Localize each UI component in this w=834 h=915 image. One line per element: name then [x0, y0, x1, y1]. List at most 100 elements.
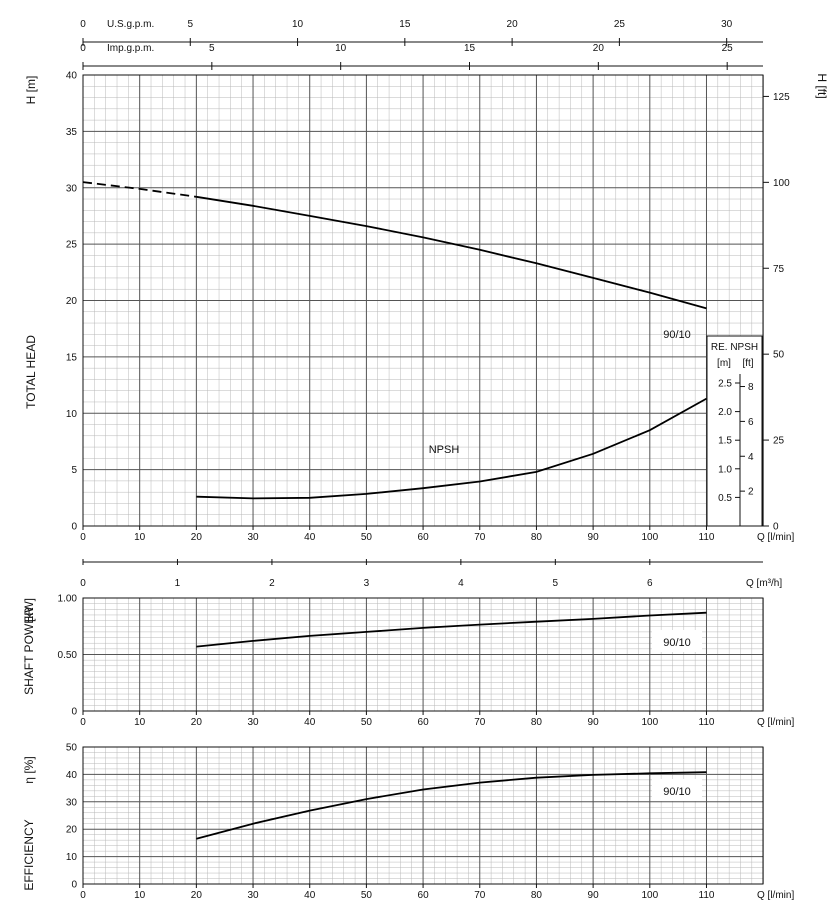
y-tick-label: 15 [66, 352, 78, 363]
m3h-tick-label: 4 [458, 578, 464, 589]
series-line-90-10 [196, 195, 707, 310]
x-tick-label: 110 [699, 890, 715, 901]
head-panel [82, 74, 764, 530]
x-tick-label: 80 [531, 717, 543, 728]
x-tick-label: 100 [641, 890, 658, 901]
x-tick-label: 10 [134, 532, 146, 543]
x-tick-label: 0 [80, 717, 86, 728]
power-panel [82, 597, 764, 715]
y-tick-label: 0.50 [58, 650, 78, 661]
x-tick-label: 40 [304, 532, 316, 543]
y-tick-label: 5 [71, 465, 77, 476]
m3h-tick-label: 0 [80, 578, 86, 589]
x-tick-label: 10 [134, 890, 146, 901]
top-axis-tick-label: 5 [209, 43, 215, 54]
y-tick-label: 25 [66, 240, 78, 251]
y-tick-label: 50 [66, 743, 78, 754]
y-tick-label: 10 [66, 852, 78, 863]
y-tick-label: 20 [66, 825, 78, 836]
x-tick-label: 80 [531, 532, 543, 543]
y-tick-label: 20 [66, 296, 78, 307]
y-axis-unit: H [m] [24, 76, 38, 105]
x-tick-label: 110 [699, 717, 715, 728]
x-axis-label: Q [l/min] [757, 532, 794, 543]
x-tick-label: 50 [361, 717, 373, 728]
power-curve-label: 90/10 [663, 637, 691, 649]
top-axis-tick-label: 5 [187, 19, 193, 30]
top-axis-tick-label: 20 [593, 43, 605, 54]
inset-left-tick-label: 1.0 [718, 464, 732, 475]
x-tick-label: 80 [531, 890, 543, 901]
x-tick-label: 30 [247, 890, 259, 901]
y-tick-label: 40 [66, 770, 78, 781]
efficiency-y-axis-title: EFFICIENCY [22, 819, 36, 890]
efficiency-panel [82, 746, 764, 888]
series-line-90-10 [82, 181, 197, 198]
top-axis-tick-label: 20 [507, 19, 519, 30]
x-tick-label: 60 [418, 717, 430, 728]
right-tick-label: 25 [773, 436, 785, 447]
series-line-npsh [196, 397, 707, 500]
right-tick-label: 50 [773, 350, 785, 361]
x-tick-label: 90 [588, 890, 600, 901]
efficiency-label-bg [652, 779, 702, 801]
y-tick-label: 30 [66, 797, 78, 808]
top-axis-tick-label: 15 [399, 19, 411, 30]
efficiency-curve-label: 90/10 [663, 786, 691, 798]
top-axis-tick-label: 0 [80, 43, 86, 54]
inset-title: RE. NPSH [711, 342, 758, 353]
y-tick-label: 1.00 [58, 594, 78, 605]
right-tick-label: 125 [773, 92, 790, 103]
inset-right-tick-label: 4 [748, 452, 754, 463]
x-tick-label: 40 [304, 717, 316, 728]
x-tick-label: 70 [474, 717, 486, 728]
top-axis-tick-label: 15 [464, 43, 476, 54]
top-axis-tick-label: 25 [722, 43, 734, 54]
right-tick-label: 0 [773, 522, 779, 533]
x-tick-label: 20 [191, 890, 203, 901]
inset-right-tick-label: 8 [748, 382, 754, 393]
x-tick-label: 50 [361, 532, 373, 543]
power-y-axis-title: SHAFT POWER [22, 607, 36, 695]
x-tick-label: 100 [641, 532, 658, 543]
x-tick-label: 50 [361, 890, 373, 901]
x-tick-label: 60 [418, 890, 430, 901]
inset-right-tick-label: 6 [748, 417, 754, 428]
x-tick-label: 30 [247, 717, 259, 728]
right-tick-label: 100 [773, 178, 790, 189]
x-tick-label: 90 [588, 717, 600, 728]
efficiency-y-axis-unit: η [%] [22, 756, 36, 783]
x-tick-label: 70 [474, 532, 486, 543]
y-tick-label: 0 [71, 707, 77, 718]
x-tick-label: 0 [80, 890, 86, 901]
y-tick-label: 0 [71, 880, 77, 891]
x-tick-label: 40 [304, 890, 316, 901]
curve-label-npsh: NPSH [429, 444, 460, 456]
inset-left-tick-label: 2.0 [718, 407, 732, 418]
inset-right-tick-label: 2 [748, 487, 754, 498]
curve-label-90-10: 90/10 [663, 329, 691, 341]
m3h-tick-label: 3 [364, 578, 370, 589]
x-tick-label: 20 [191, 532, 203, 543]
y-axis-title: TOTAL HEAD [24, 335, 38, 409]
top-axis-label: U.S.g.p.m. [107, 19, 154, 30]
top-axis-tick-label: 10 [335, 43, 347, 54]
m3h-axis-label: Q [m³/h] [746, 578, 782, 589]
inset-left-tick-label: 0.5 [718, 493, 732, 504]
y-tick-label: 40 [66, 71, 78, 82]
x-tick-label: 90 [588, 532, 600, 543]
y-tick-label: 35 [66, 127, 78, 138]
x-tick-label: 0 [80, 532, 86, 543]
inset-left-tick-label: 2.5 [718, 379, 732, 390]
series-line-90-10 [196, 771, 707, 840]
x-tick-label: 70 [474, 890, 486, 901]
right-axis-title: H [ft] [815, 73, 829, 98]
y-tick-label: 30 [66, 183, 78, 194]
top-axis-label: Imp.g.p.m. [107, 43, 154, 54]
x-axis-label: Q [l/min] [757, 890, 794, 901]
inset-left-unit: [m] [717, 358, 731, 369]
power-label-bg [652, 630, 702, 652]
y-tick-label: 10 [66, 409, 78, 420]
inset-right-unit: [ft] [742, 358, 753, 369]
